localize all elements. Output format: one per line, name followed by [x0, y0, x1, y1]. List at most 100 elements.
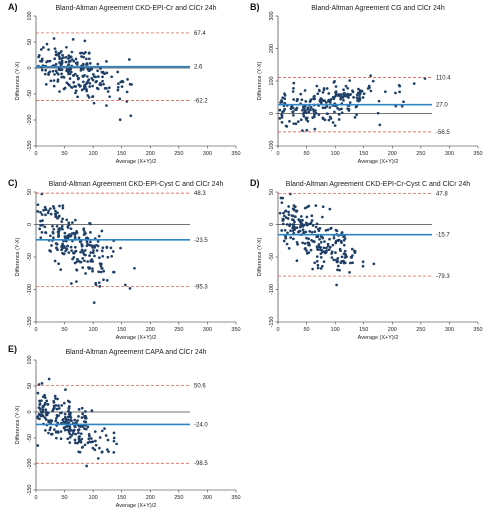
- data-point: [101, 254, 105, 258]
- data-point: [346, 86, 350, 90]
- data-point: [38, 417, 41, 421]
- data-point: [317, 113, 321, 117]
- data-point: [325, 246, 328, 250]
- data-point: [63, 231, 67, 235]
- data-point: [75, 74, 79, 78]
- x-tick-label: 0: [276, 327, 279, 333]
- data-point: [77, 76, 81, 80]
- data-point: [37, 54, 41, 57]
- data-point: [310, 214, 314, 218]
- x-tick-label: 150: [117, 151, 126, 157]
- data-point: [331, 95, 335, 99]
- data-point: [69, 418, 73, 422]
- x-axis-label: Average (X+Y)/2: [116, 335, 157, 341]
- data-point: [64, 417, 67, 420]
- data-point: [96, 240, 100, 243]
- data-point: [47, 377, 51, 381]
- data-point: [45, 399, 49, 403]
- data-point: [309, 108, 312, 112]
- data-point: [36, 444, 40, 447]
- data-point: [292, 87, 295, 90]
- data-point: [96, 69, 99, 73]
- x-tick-label: 250: [174, 151, 183, 157]
- data-point: [295, 259, 299, 263]
- y-axis-label: Difference (Y-X): [15, 61, 21, 100]
- data-point: [352, 96, 355, 99]
- data-point: [77, 236, 81, 240]
- data-point: [358, 92, 362, 95]
- data-point: [280, 229, 284, 232]
- data-point: [128, 287, 132, 290]
- data-point: [299, 92, 303, 96]
- data-point: [280, 99, 283, 102]
- data-point: [306, 119, 310, 123]
- data-point: [89, 222, 92, 226]
- data-point: [68, 426, 72, 430]
- data-point: [337, 112, 341, 116]
- data-point: [43, 401, 47, 405]
- y-tick-label: 0: [269, 223, 275, 226]
- data-point: [39, 211, 42, 214]
- data-point: [319, 252, 323, 256]
- x-tick-label: 350: [473, 151, 482, 157]
- data-point: [60, 59, 64, 63]
- data-point: [293, 220, 296, 224]
- data-point: [285, 125, 289, 128]
- data-point: [314, 204, 318, 207]
- data-point: [81, 445, 84, 449]
- data-point: [59, 437, 63, 441]
- data-point: [91, 249, 95, 252]
- x-tick-label: 100: [89, 327, 98, 333]
- y-tick-label: 50: [27, 189, 33, 195]
- data-point: [311, 267, 315, 271]
- y-tick-label: 0: [27, 66, 33, 69]
- data-point: [326, 228, 330, 232]
- data-point: [283, 228, 287, 232]
- data-point: [111, 250, 115, 253]
- data-point: [96, 87, 100, 91]
- upper-loa-label: 50.6: [194, 384, 206, 390]
- data-point: [52, 84, 56, 88]
- data-point: [305, 128, 309, 132]
- data-point: [53, 47, 57, 51]
- data-point: [342, 252, 346, 256]
- data-point: [98, 436, 102, 439]
- data-point: [64, 56, 68, 59]
- data-point: [55, 414, 59, 417]
- data-point: [348, 271, 351, 274]
- data-point: [52, 37, 56, 40]
- data-point: [295, 240, 299, 244]
- data-point: [54, 53, 58, 57]
- data-point: [85, 236, 89, 240]
- data-point: [72, 80, 76, 84]
- data-point: [337, 93, 341, 96]
- data-point: [88, 266, 92, 270]
- data-point: [81, 80, 85, 84]
- data-point: [97, 75, 100, 78]
- data-point: [91, 95, 94, 99]
- data-point: [127, 58, 131, 61]
- data-point: [292, 81, 296, 85]
- data-point: [70, 86, 74, 89]
- data-point: [61, 418, 65, 422]
- data-point: [54, 50, 58, 54]
- data-point: [52, 79, 56, 82]
- data-point: [400, 104, 404, 108]
- data-point: [292, 204, 296, 207]
- data-point: [301, 228, 305, 232]
- data-point: [106, 90, 110, 93]
- data-point: [316, 92, 320, 96]
- x-tick-label: 0: [276, 151, 279, 157]
- data-point: [112, 431, 116, 435]
- y-tick-label: -150: [27, 484, 33, 495]
- data-point: [105, 60, 108, 63]
- data-point: [103, 72, 106, 76]
- data-point: [43, 205, 47, 209]
- data-point: [81, 266, 85, 269]
- x-tick-label: 50: [304, 327, 310, 333]
- data-point: [81, 250, 85, 254]
- data-point: [88, 85, 92, 88]
- data-point: [302, 231, 305, 234]
- data-point: [321, 205, 325, 209]
- data-point: [100, 229, 104, 233]
